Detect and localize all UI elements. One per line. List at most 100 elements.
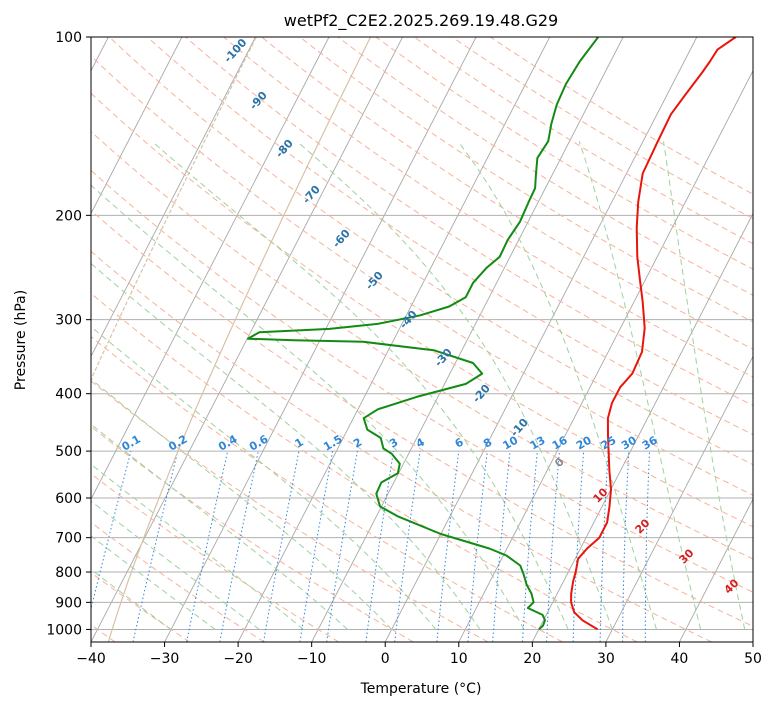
data-layer [246, 37, 737, 631]
axis-ticks: −40 −30 −20 −10 0 10 20 30 40 5010020030040050060… [46, 30, 762, 667]
plot-frame [90, 36, 754, 643]
isotherm-line [384, 37, 698, 642]
moist-adiabat-line [151, 140, 569, 630]
dewpoint-profile [246, 37, 599, 631]
moist-adiabat-line [663, 141, 746, 630]
isotherm-line [91, 37, 404, 642]
x-tick-label: −20 [223, 651, 253, 667]
x-tick-label: 20 [523, 651, 541, 667]
x-tick-label: −30 [150, 651, 180, 667]
isotherm-line [311, 37, 624, 642]
mixing-ratio-label: 4 [414, 435, 427, 450]
mixing-ratio-label: 20 [574, 433, 594, 452]
y-axis-label: Pressure (hPa) [13, 290, 29, 390]
moist-adiabat-line [91, 463, 304, 630]
mixing-ratio-label: 3 [387, 436, 400, 451]
moist-adiabat-label: 10 [591, 485, 611, 505]
dry-adiabat-line [337, 37, 753, 296]
mixing-ratio-label: 8 [481, 436, 494, 451]
moist-adiabat-line [91, 262, 481, 630]
x-tick-label: 50 [744, 651, 762, 667]
moist-adiabat-line [91, 325, 437, 630]
x-axis-label: Temperature (°C) [360, 681, 482, 697]
dry-adiabat-line [147, 37, 753, 436]
moist-adiabat-line [91, 500, 260, 630]
mixing-ratio-line [492, 451, 511, 642]
isotherm-line [91, 37, 256, 358]
dry-adiabat-line [91, 292, 638, 642]
isotherm-line [237, 37, 551, 642]
dry-adiabat-line [91, 380, 489, 642]
dry-adiabat-line [91, 572, 190, 642]
mixing-ratio-line [365, 451, 394, 642]
isotherm-line [752, 641, 753, 642]
mixing-ratio-line [546, 451, 560, 642]
mixing-ratio-label: 0.2 [166, 433, 189, 454]
mixing-ratio-line [299, 451, 334, 642]
reference-curve [91, 37, 257, 381]
y-tick-label: 600 [55, 491, 82, 507]
dry-adiabat-line [413, 37, 753, 245]
dry-adiabat-line [91, 130, 753, 560]
isotherm-line [91, 37, 330, 501]
mixing-ratio-line [622, 451, 630, 642]
reference-curve [107, 37, 372, 642]
mixing-ratio-label: 0.4 [216, 432, 240, 453]
y-tick-label: 200 [55, 208, 82, 224]
mixing-ratio-line [467, 451, 488, 642]
dry-adiabat-line [299, 37, 753, 323]
dry-adiabat-line [91, 55, 753, 496]
mixing-ratio-label: 2 [351, 436, 364, 451]
isotherm-line [531, 212, 753, 642]
dry-adiabat-line [91, 250, 713, 642]
dry-adiabat-line [261, 37, 753, 350]
mixing-ratio-line [436, 451, 460, 642]
dry-adiabat-label: -90 [247, 89, 270, 113]
y-tick-label: 300 [55, 313, 82, 329]
y-tick-label: 800 [55, 565, 82, 581]
x-tick-label: 10 [450, 651, 468, 667]
mixing-ratio-label: 16 [550, 433, 570, 452]
dry-adiabat-line [91, 92, 753, 528]
mixing-ratio-line [263, 450, 300, 642]
mixing-ratio-line [91, 450, 132, 611]
dry-adiabat-line [91, 521, 265, 642]
moist-adiabat-line [91, 184, 525, 630]
dry-adiabat-line [490, 37, 753, 195]
moist-adiabat-line [91, 535, 216, 630]
isotherm-line [164, 37, 477, 642]
moist-adiabat-line [457, 141, 657, 630]
temperature-profile [570, 37, 737, 631]
moist-adiabat-line [578, 141, 702, 630]
dry-adiabat-line [91, 209, 753, 627]
dry-adiabat-line [223, 37, 753, 378]
x-tick-label: 0 [381, 651, 390, 667]
mixing-ratio-line [394, 451, 421, 642]
dry-adiabat-line [91, 169, 753, 593]
y-tick-label: 700 [55, 531, 82, 547]
dry-adiabat-line [91, 425, 414, 642]
mixing-ratio-label: 36 [640, 433, 660, 452]
y-tick-label: 100 [55, 30, 82, 46]
isotherm-line [458, 69, 753, 642]
mixing-ratio-line [599, 451, 609, 642]
mixing-ratio-line [522, 451, 538, 642]
isotherm-line [605, 355, 753, 642]
x-tick-label: 40 [671, 651, 689, 667]
grid-layer [91, 37, 753, 642]
x-tick-label: 30 [597, 651, 615, 667]
dry-adiabat-label: -100 [221, 36, 249, 65]
mixing-ratio-line [132, 450, 179, 642]
dry-adiabat-line [185, 37, 753, 407]
y-tick-label: 900 [55, 595, 82, 611]
mixing-ratio-label: 30 [619, 433, 639, 452]
moist-adiabat-label: 40 [722, 576, 742, 596]
mixing-ratio-label: 0.1 [119, 433, 142, 454]
isotherm-line [678, 498, 753, 642]
mixing-ratio-label: 0.6 [247, 432, 271, 453]
isotherm-line [91, 37, 183, 215]
moist-adiabat-line [91, 568, 172, 630]
mixing-ratio-line [326, 451, 358, 642]
moist-adiabat-line [91, 423, 348, 630]
